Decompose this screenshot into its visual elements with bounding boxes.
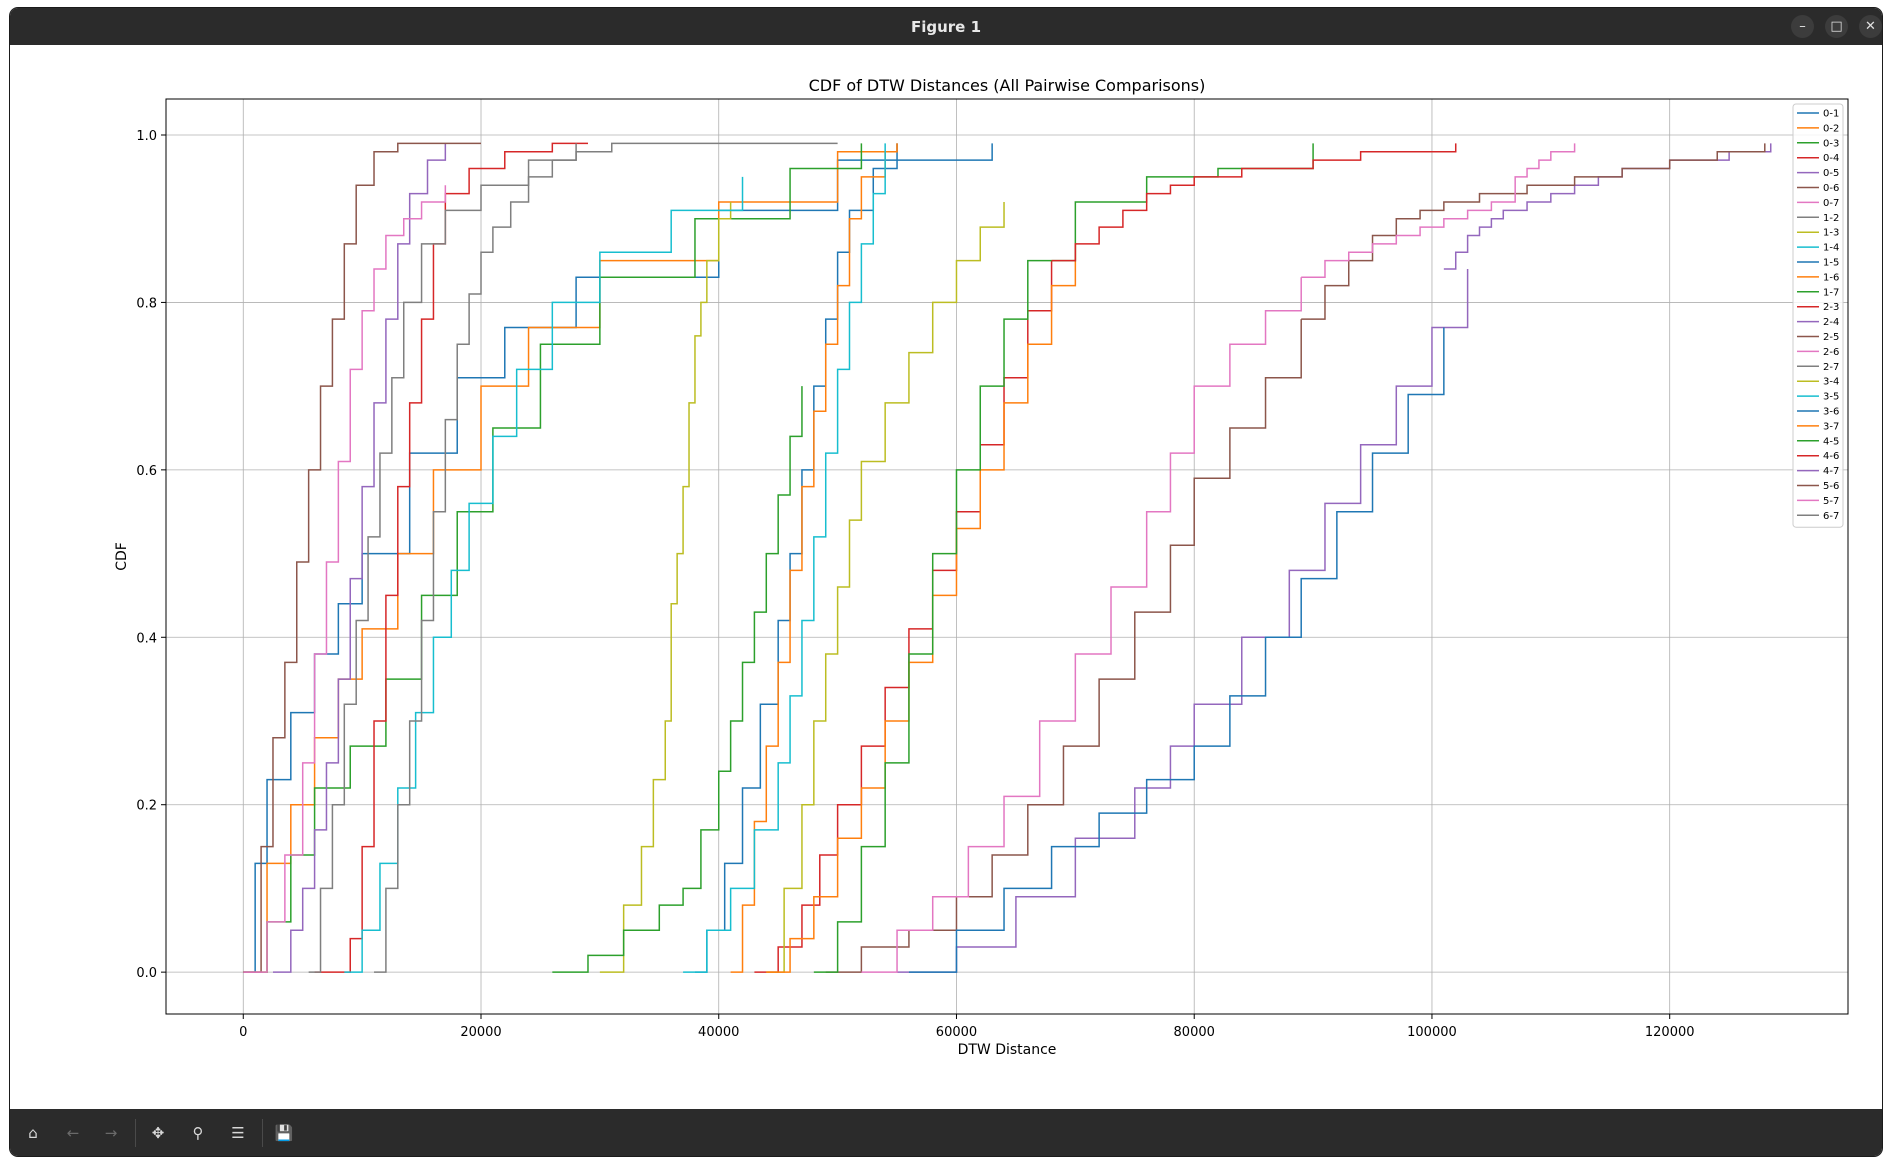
legend-label-1-6: 1-6 bbox=[1823, 272, 1839, 283]
forward-arrow-icon[interactable]: → bbox=[104, 1124, 118, 1142]
chart-title: CDF of DTW Distances (All Pairwise Compa… bbox=[809, 76, 1206, 95]
legend-label-3-7: 3-7 bbox=[1823, 421, 1839, 432]
series-line-3-6 bbox=[908, 327, 1445, 973]
legend-label-0-6: 0-6 bbox=[1823, 183, 1839, 194]
series-line-2-7 bbox=[374, 160, 554, 973]
series-line-4-7 bbox=[1443, 143, 1772, 270]
legend-label-2-3: 2-3 bbox=[1823, 302, 1839, 313]
x-tick-label: 20000 bbox=[460, 1025, 501, 1040]
legend-label-3-4: 3-4 bbox=[1823, 377, 1839, 388]
y-tick-label: 0.8 bbox=[136, 296, 157, 311]
x-tick-label: 80000 bbox=[1174, 1025, 1215, 1040]
legend-label-1-3: 1-3 bbox=[1823, 228, 1839, 239]
legend-label-6-7: 6-7 bbox=[1823, 511, 1839, 522]
series-line-2-6 bbox=[861, 277, 1302, 973]
legend-label-0-1: 0-1 bbox=[1823, 109, 1839, 120]
series-line-0-3 bbox=[243, 143, 863, 973]
series-line-2-4 bbox=[897, 268, 1469, 973]
series-line-1-5 bbox=[694, 143, 898, 973]
series-line-0-6 bbox=[243, 142, 482, 973]
series-line-0-7 bbox=[243, 185, 447, 973]
series-line-0-1 bbox=[243, 143, 993, 973]
legend-label-5-6: 5-6 bbox=[1823, 481, 1839, 492]
legend-label-2-7: 2-7 bbox=[1823, 362, 1839, 373]
home-icon[interactable]: ⌂ bbox=[28, 1124, 38, 1142]
window-titlebar[interactable]: Figure 1 – □ ✕ bbox=[10, 8, 1882, 45]
legend-label-3-6: 3-6 bbox=[1823, 407, 1839, 418]
legend-label-0-3: 0-3 bbox=[1823, 138, 1839, 149]
series-line-2-3 bbox=[754, 260, 1053, 973]
legend-box bbox=[1792, 103, 1844, 528]
series-line-0-5 bbox=[272, 143, 447, 973]
axes-frame bbox=[165, 98, 1849, 1015]
series-line-5-6 bbox=[1301, 143, 1766, 320]
toolbar-separator bbox=[135, 1119, 136, 1147]
y-tick-label: 0.2 bbox=[136, 799, 157, 814]
series-line-0-4 bbox=[314, 142, 588, 973]
series-line-1-3 bbox=[599, 201, 732, 973]
series-line-3-7 bbox=[766, 243, 1077, 973]
x-tick-label: 0 bbox=[239, 1025, 247, 1040]
x-axis-label: DTW Distance bbox=[958, 1042, 1057, 1058]
zoom-icon[interactable]: ⚲ bbox=[192, 1124, 204, 1142]
cdf-chart[interactable]: 0 20000 40000 60000 80000 100000 120000 0.0 0.2 0… bbox=[10, 45, 1882, 1109]
figure-window: Figure 1 – □ ✕ 0 20000 40000 60000 80000 1000… bbox=[10, 8, 1882, 1156]
configure-subplots-icon[interactable]: ☰ bbox=[231, 1124, 245, 1142]
series-line-6-7 bbox=[552, 142, 838, 161]
series-line-3-5 bbox=[683, 143, 886, 973]
x-tick-label: 60000 bbox=[936, 1025, 977, 1040]
legend-label-3-5: 3-5 bbox=[1823, 392, 1839, 403]
save-icon[interactable]: 💾 bbox=[274, 1124, 294, 1142]
legend-label-1-4: 1-4 bbox=[1823, 243, 1839, 254]
window-title: Figure 1 bbox=[910, 18, 982, 36]
x-tick-label: 100000 bbox=[1407, 1025, 1457, 1040]
series-line-1-2 bbox=[308, 143, 577, 973]
x-tick-label: 120000 bbox=[1645, 1025, 1695, 1040]
series-line-1-7 bbox=[552, 386, 803, 973]
legend-label-4-6: 4-6 bbox=[1823, 451, 1839, 462]
legend-label-5-7: 5-7 bbox=[1823, 496, 1839, 507]
series-line-0-2 bbox=[243, 143, 898, 973]
y-tick-label: 0.0 bbox=[136, 966, 157, 981]
series-line-1-4 bbox=[344, 176, 744, 973]
legend-label-2-5: 2-5 bbox=[1823, 332, 1839, 343]
series-line-4-5 bbox=[813, 143, 1314, 973]
series-line-1-6 bbox=[730, 143, 898, 973]
y-tick-label: 0.4 bbox=[136, 631, 157, 646]
y-tick-label: 1.0 bbox=[136, 129, 157, 144]
series-line-2-5 bbox=[825, 319, 1302, 973]
pan-icon[interactable]: ✥ bbox=[151, 1124, 165, 1142]
legend-label-1-7: 1-7 bbox=[1823, 287, 1839, 298]
legend-label-4-7: 4-7 bbox=[1823, 466, 1839, 477]
series-line-4-6 bbox=[1051, 143, 1457, 262]
close-icon[interactable]: ✕ bbox=[1859, 15, 1882, 38]
y-tick-label: 0.6 bbox=[136, 464, 157, 479]
series-line-5-7 bbox=[1301, 143, 1576, 279]
legend-label-2-6: 2-6 bbox=[1823, 347, 1839, 358]
navigation-toolbar: ⌂ ← → ✥ ⚲ ☰ 💾 bbox=[10, 1109, 1882, 1156]
minimize-icon[interactable]: – bbox=[1791, 15, 1814, 38]
legend-label-0-2: 0-2 bbox=[1823, 123, 1839, 134]
toolbar-separator bbox=[262, 1119, 263, 1147]
x-tick-label: 40000 bbox=[698, 1025, 739, 1040]
legend-label-2-4: 2-4 bbox=[1823, 317, 1839, 328]
legend-label-1-5: 1-5 bbox=[1823, 258, 1839, 269]
series-line-3-4 bbox=[766, 201, 1005, 973]
legend-label-0-7: 0-7 bbox=[1823, 198, 1839, 209]
maximize-icon[interactable]: □ bbox=[1825, 15, 1848, 38]
legend-label-4-5: 4-5 bbox=[1823, 436, 1839, 447]
back-arrow-icon[interactable]: ← bbox=[66, 1124, 80, 1142]
legend-label-0-5: 0-5 bbox=[1823, 168, 1839, 179]
figure-canvas[interactable]: 0 20000 40000 60000 80000 100000 120000 0.0 0.2 0… bbox=[10, 45, 1882, 1109]
y-axis-label: CDF bbox=[114, 542, 130, 571]
legend-label-0-4: 0-4 bbox=[1823, 153, 1839, 164]
legend-label-1-2: 1-2 bbox=[1823, 213, 1839, 224]
